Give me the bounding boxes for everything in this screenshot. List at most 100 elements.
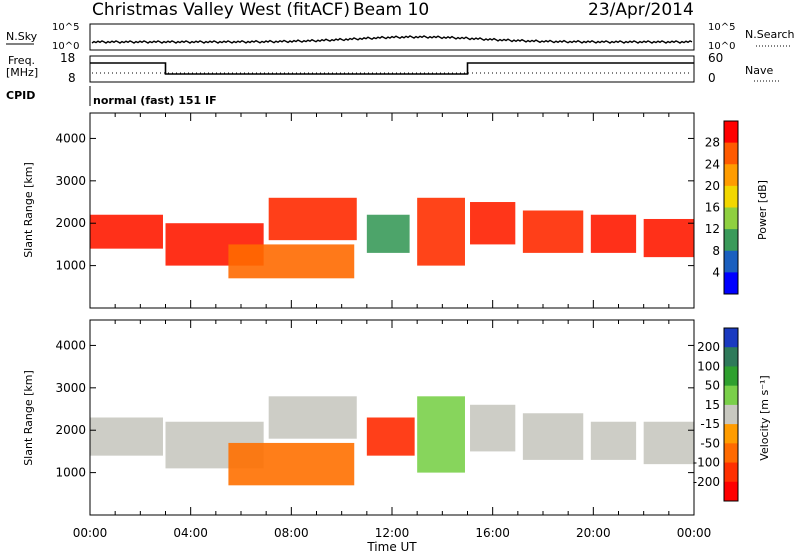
velocity-colorbar-tick-0: 200	[697, 340, 720, 354]
velocity-colorbar-swatch-4	[724, 404, 738, 425]
power-panel-bg	[90, 113, 694, 308]
velocity-colorbar: 200 100 50 15 -15 -50 -100 -200	[693, 327, 739, 502]
noise-right-tick-top: 10^5	[708, 22, 735, 33]
velocity-xticks: 00:00 04:00 08:00 12:00 16:00 20:00 00:00	[73, 320, 712, 540]
cpid-label: CPID	[6, 89, 35, 102]
power-ytick-label-2: 3000	[55, 174, 86, 188]
frequency-panel-frame	[89, 55, 695, 83]
velocity-xtick-label-6: 00:00	[677, 526, 712, 540]
noise-sky-label: N.Sky	[6, 30, 38, 43]
noise-search-label: N.Search	[745, 28, 795, 41]
power-colorbar-frame	[723, 120, 739, 295]
power-band-4	[366, 214, 410, 253]
power-colorbar-swatch-1	[724, 142, 738, 165]
velocity-band-5	[417, 396, 465, 473]
velocity-ytick-label-3: 4000	[55, 338, 86, 352]
power-ytick-label-3: 4000	[55, 131, 86, 145]
velocity-colorbar-tick-2: 50	[705, 379, 720, 393]
power-xticks	[89, 113, 695, 308]
velocity-ytick-label-1: 2000	[55, 423, 86, 437]
freq-label-line2: [MHz]	[6, 66, 38, 79]
velocity-band-2	[268, 396, 357, 439]
velocity-band-4	[366, 417, 415, 456]
power-yticks: 1000 2000 3000 4000	[55, 131, 694, 273]
date-label: 23/Apr/2014	[588, 0, 694, 20]
velocity-xtick-label-2: 08:00	[274, 526, 309, 540]
frequency-panel: Freq. [MHz] 18 8 60 0 Nave	[6, 51, 780, 85]
freq-label-line1: Freq.	[8, 54, 35, 67]
velocity-xtick-label-5: 20:00	[576, 526, 611, 540]
velocity-colorbar-frame	[723, 327, 739, 502]
power-colorbar-label: Power [dB]	[756, 180, 769, 240]
velocity-colorbar-swatch-0	[724, 328, 738, 348]
power-colorbar: 28 24 20 16 12 8 4	[705, 120, 739, 295]
velocity-data-bands	[90, 396, 694, 486]
x-axis-label: Time UT	[366, 540, 417, 554]
velocity-colorbar-swatch-2	[724, 366, 738, 387]
power-data-bands	[90, 197, 694, 279]
power-colorbar-swatch-5	[724, 229, 738, 252]
power-colorbar-tick-2: 20	[705, 179, 720, 193]
nave-label: Nave	[745, 64, 773, 77]
velocity-colorbar-tick-5: -50	[700, 436, 720, 450]
nave-tick-top: 60	[708, 51, 723, 65]
power-colorbar-swatch-2	[724, 164, 738, 187]
velocity-colorbar-label: Velocity [m s⁻¹]	[758, 375, 771, 460]
power-colorbar-tick-6: 4	[712, 265, 720, 279]
velocity-colorbar-swatch-3	[724, 385, 738, 406]
noise-sky-trace	[91, 35, 693, 44]
power-colorbar-swatch-4	[724, 207, 738, 230]
power-band-9	[643, 218, 694, 258]
frequency-trace	[90, 62, 694, 75]
power-colorbar-tick-5: 8	[712, 244, 720, 258]
velocity-band-7	[522, 413, 584, 460]
velocity-ytick-label-2: 3000	[55, 381, 86, 395]
power-colorbar-swatch-6	[724, 250, 738, 273]
power-colorbar-tick-1: 24	[705, 157, 720, 171]
power-colorbar-tick-3: 16	[705, 201, 720, 215]
power-colorbar-swatch-0	[724, 121, 738, 144]
noise-panel: N.Sky 10^5 10^0 10^5 10^0 N.Search	[6, 22, 795, 52]
velocity-colorbar-tick-7: -200	[693, 475, 720, 489]
power-band-3	[228, 244, 355, 279]
velocity-yticks: 1000 2000 3000 4000	[55, 338, 694, 480]
power-ylabel: Slant Range [km]	[22, 162, 35, 258]
velocity-xtick-label-0: 00:00	[73, 526, 108, 540]
velocity-colorbar-swatch-6	[724, 443, 738, 464]
velocity-ytick-label-0: 1000	[55, 466, 86, 480]
power-colorbar-swatch-7	[724, 272, 738, 295]
velocity-band-8	[590, 421, 637, 460]
velocity-band-9	[643, 421, 694, 465]
velocity-band-0	[90, 417, 163, 456]
radar-title: Christmas Valley West (fitACF)	[92, 0, 350, 20]
velocity-colorbar-swatch-7	[724, 462, 738, 483]
nave-tick-bottom: 0	[708, 71, 716, 85]
power-band-6	[470, 202, 516, 245]
velocity-colorbar-tick-1: 100	[697, 359, 720, 373]
power-colorbar-tick-0: 28	[705, 136, 720, 150]
velocity-xtick-label-3: 12:00	[375, 526, 410, 540]
velocity-colorbar-swatch-5	[724, 424, 738, 444]
power-band-5	[417, 197, 465, 266]
noise-right-tick-bottom: 10^0	[708, 41, 735, 52]
cpid-value: normal (fast) 151 IF	[93, 94, 217, 107]
velocity-ylabel: Slant Range [km]	[22, 370, 35, 466]
velocity-colorbar-tick-4: -15	[700, 417, 720, 431]
velocity-colorbar-swatch-8	[724, 481, 738, 502]
freq-tick-bottom: 8	[68, 71, 76, 85]
velocity-colorbar-tick-6: -100	[693, 456, 720, 470]
velocity-xtick-label-1: 04:00	[173, 526, 208, 540]
power-ytick-label-0: 1000	[55, 259, 86, 273]
velocity-panel: 1000 2000 3000 4000 00:00 04:00 08:00 12:00 16:…	[22, 319, 771, 554]
power-band-2	[268, 197, 357, 241]
noise-left-tick-top: 10^5	[52, 22, 79, 33]
power-panel: 1000 2000 3000 4000 Slant Range [km] 28 24 20…	[22, 112, 769, 309]
velocity-xtick-label-4: 16:00	[475, 526, 510, 540]
noise-left-tick-bottom: 10^0	[52, 41, 79, 52]
power-band-7	[522, 210, 584, 253]
power-colorbar-swatch-3	[724, 185, 738, 208]
velocity-colorbar-tick-3: 15	[705, 398, 720, 412]
power-band-8	[590, 214, 637, 253]
freq-tick-top: 18	[60, 51, 75, 65]
